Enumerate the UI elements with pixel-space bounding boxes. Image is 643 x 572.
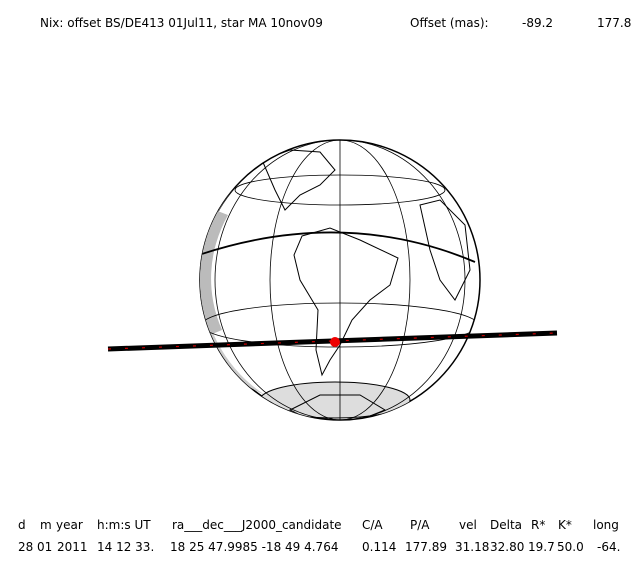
column-header: m (40, 518, 52, 532)
cell-value: 01 (37, 540, 52, 554)
column-header: ra___dec___J2000_candidate (172, 518, 342, 532)
offset-value: -89.2 (522, 16, 553, 30)
cell-value: 2011 (57, 540, 88, 554)
cell-value: 0.114 (362, 540, 396, 554)
column-header: vel (459, 518, 477, 532)
globe (107, 139, 558, 421)
column-header: C/A (362, 518, 383, 532)
data-table: d 28 m 01 year 2011 h:m:s UT 14 12 33. ra___dec_… (18, 518, 620, 554)
cell-value: 19.7 (528, 540, 555, 554)
cell-value: 32.80 (490, 540, 524, 554)
cell-value: 14 12 33. (97, 540, 154, 554)
title: Nix: offset BS/DE413 01Jul11, star MA 10… (40, 16, 323, 30)
column-header: P/A (410, 518, 430, 532)
column-header: K* (558, 518, 572, 532)
column-header: year (56, 518, 83, 532)
cell-value: -64. (597, 540, 620, 554)
column-header: d (18, 518, 26, 532)
column-header: Delta (490, 518, 522, 532)
cell-value: 18 25 47.9985 -18 49 4.764 (170, 540, 338, 554)
offset-label: Offset (mas): (410, 16, 489, 30)
cell-value: 50.0 (557, 540, 584, 554)
column-header: R* (531, 518, 545, 532)
column-header: h:m:s UT (97, 518, 151, 532)
cell-value: 177.89 (405, 540, 447, 554)
cell-value: 31.18 (455, 540, 489, 554)
column-header: long (593, 518, 619, 532)
cell-value: 28 (18, 540, 33, 554)
offset-value: 177.8 (597, 16, 631, 30)
